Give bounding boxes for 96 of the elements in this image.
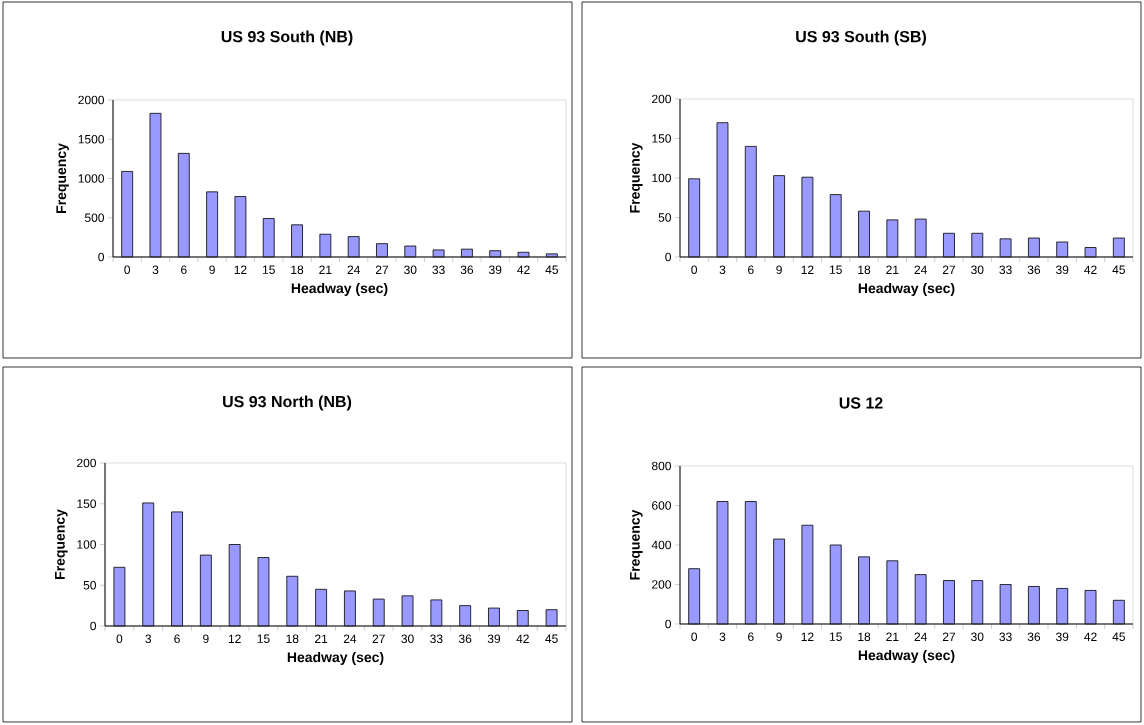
x-tick-label: 42: [1084, 632, 1097, 641]
y-tick-label: 0: [665, 619, 672, 629]
x-axis-title: Headway (sec): [858, 649, 955, 663]
y-tick-label: 200: [77, 458, 97, 468]
y-tick-label: 0: [98, 252, 105, 262]
x-tick-label: 24: [343, 634, 357, 643]
x-tick-label: 21: [319, 265, 332, 274]
x-tick-label: 3: [719, 265, 726, 275]
x-tick-label: 3: [145, 634, 152, 644]
y-axis-title: Frequency: [630, 142, 643, 213]
y-axis-title: Frequency: [55, 509, 68, 579]
x-tick-label: 30: [971, 265, 984, 275]
x-tick-label: 9: [776, 632, 782, 642]
x-tick-label: 0: [691, 632, 698, 642]
x-tick-label: 30: [971, 632, 984, 642]
y-tick-label: 150: [77, 499, 97, 508]
x-axis-title: Headway (sec): [291, 282, 388, 296]
x-tick-label: 42: [517, 265, 530, 274]
x-tick-label: 30: [401, 634, 414, 644]
x-axis-title: Headway (sec): [858, 282, 955, 296]
y-tick-label: 0: [90, 621, 97, 631]
x-tick-label: 24: [347, 265, 360, 274]
chart-title: US 93 South (NB): [221, 30, 353, 46]
chart-title: US 12: [839, 397, 883, 409]
x-tick-label: 36: [1027, 632, 1041, 642]
x-tick-label: 36: [458, 634, 472, 644]
x-tick-label: 33: [999, 265, 1012, 275]
x-tick-label: 33: [430, 634, 443, 644]
y-tick-label: 2000: [78, 95, 104, 105]
x-tick-label: 9: [203, 634, 209, 644]
y-axis-title: Frequency: [630, 509, 643, 580]
x-tick-label: 9: [209, 265, 215, 275]
y-axis-title: Frequency: [56, 143, 69, 213]
x-tick-label: 9: [776, 265, 782, 275]
x-tick-label: 18: [858, 265, 871, 275]
y-tick-label: 0: [665, 252, 672, 262]
y-tick-label: 150: [652, 134, 671, 143]
y-tick-label: 600: [652, 501, 671, 510]
y-tick-label: 500: [84, 213, 105, 222]
x-tick-label: 12: [801, 632, 814, 641]
y-tick-label: 200: [652, 94, 671, 104]
x-axis-title: Headway (sec): [287, 651, 384, 665]
y-tick-label: 1000: [78, 174, 104, 183]
x-tick-label: 6: [181, 265, 187, 275]
x-tick-label: 6: [748, 632, 754, 642]
y-tick-label: 100: [77, 540, 97, 549]
y-tick-label: 1500: [78, 135, 104, 144]
x-tick-label: 42: [1084, 265, 1097, 274]
x-tick-label: 27: [375, 265, 389, 274]
x-tick-label: 30: [404, 265, 417, 275]
y-tick-label: 100: [652, 173, 671, 183]
x-tick-label: 0: [116, 634, 123, 644]
x-tick-label: 39: [1056, 632, 1069, 642]
x-tick-label: 0: [691, 265, 698, 275]
x-tick-label: 24: [914, 632, 927, 641]
x-tick-label: 21: [315, 634, 328, 643]
x-tick-label: 18: [291, 265, 304, 275]
x-tick-label: 15: [262, 265, 275, 274]
x-tick-label: 39: [1056, 265, 1069, 275]
x-tick-label: 27: [942, 265, 956, 274]
x-tick-label: 15: [257, 634, 270, 643]
x-tick-label: 45: [545, 634, 558, 643]
x-tick-label: 12: [801, 265, 814, 274]
x-tick-label: 39: [489, 265, 502, 275]
x-tick-label: 6: [174, 634, 180, 644]
x-tick-label: 45: [545, 265, 559, 274]
x-tick-label: 45: [1112, 632, 1125, 641]
x-tick-label: 12: [228, 634, 241, 643]
y-tick-label: 50: [658, 213, 671, 222]
x-tick-label: 15: [829, 265, 842, 274]
x-tick-label: 0: [124, 265, 131, 275]
y-tick-label: 50: [83, 580, 97, 590]
x-tick-label: 18: [858, 632, 871, 642]
x-tick-label: 27: [372, 634, 385, 643]
chart-title: US 93 South (SB): [796, 30, 926, 46]
y-tick-label: 400: [651, 540, 671, 550]
x-tick-label: 33: [999, 632, 1012, 642]
chart-title: US 93 North (NB): [223, 395, 352, 411]
x-tick-label: 3: [719, 632, 726, 642]
x-tick-label: 12: [234, 265, 247, 274]
y-tick-label: 800: [651, 461, 671, 471]
x-tick-label: 6: [748, 265, 754, 275]
x-tick-label: 21: [886, 632, 899, 641]
x-tick-label: 21: [886, 265, 899, 274]
x-tick-label: 45: [1112, 265, 1125, 274]
x-tick-label: 18: [286, 634, 299, 644]
x-tick-label: 42: [516, 634, 529, 643]
x-tick-label: 27: [942, 632, 956, 641]
y-tick-label: 200: [652, 580, 671, 589]
x-tick-label: 36: [460, 265, 474, 275]
x-tick-label: 39: [487, 634, 501, 644]
x-tick-label: 24: [914, 265, 927, 274]
x-tick-label: 3: [152, 265, 159, 275]
x-tick-label: 36: [1027, 265, 1041, 275]
x-tick-label: 15: [829, 632, 842, 641]
x-tick-label: 33: [432, 265, 445, 275]
